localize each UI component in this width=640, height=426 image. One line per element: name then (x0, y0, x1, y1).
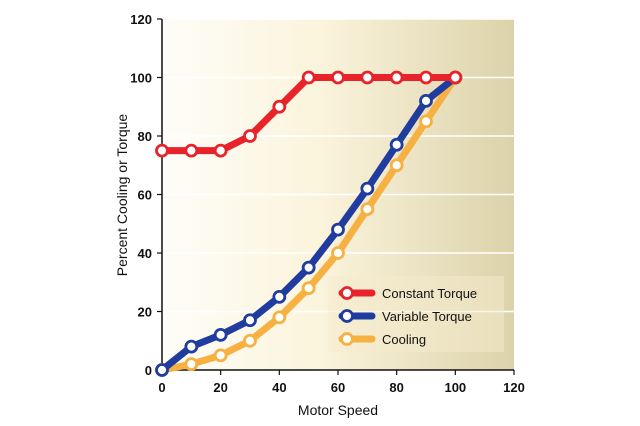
x-tick-label: 60 (331, 380, 345, 395)
data-point-variable-torque (272, 289, 287, 304)
data-point-constant-torque (301, 70, 316, 85)
data-point-variable-torque (301, 260, 316, 275)
x-tick-label: 80 (389, 380, 403, 395)
data-point-constant-torque (331, 70, 345, 85)
legend-item-constant-torque: Constant Torque (338, 286, 477, 301)
series-variable-torque (155, 70, 463, 377)
x-tick-label: 40 (272, 380, 286, 395)
data-point-cooling (272, 310, 287, 325)
data-point-cooling (360, 202, 375, 217)
data-point-constant-torque (360, 70, 375, 85)
data-point-variable-torque (184, 339, 199, 354)
legend-item-variable-torque: Variable Torque (338, 309, 472, 324)
y-tick-label: 0 (145, 363, 152, 378)
data-point-constant-torque (448, 70, 463, 85)
data-point-cooling (389, 158, 404, 173)
data-point-constant-torque (243, 129, 257, 143)
legend-items: Constant Torque Variable Torque Cooling (338, 286, 477, 347)
y-tick-label: 120 (130, 12, 152, 27)
legend-marker (340, 332, 354, 346)
data-point-variable-torque (243, 313, 257, 328)
data-point-variable-torque (331, 222, 345, 237)
y-tick-label: 40 (138, 246, 152, 261)
data-point-variable-torque (389, 137, 404, 152)
x-tick-label: 0 (158, 380, 165, 395)
legend-marker (340, 309, 354, 323)
data-point-variable-torque (419, 94, 433, 108)
data-point-cooling (301, 281, 316, 296)
tick-labels: 0 20 40 60 80 100 120 0 20 40 60 80 100 120 (130, 12, 525, 395)
series-group (155, 70, 463, 377)
x-tick-label: 100 (444, 380, 466, 395)
data-point-variable-torque (360, 181, 375, 196)
data-point-cooling (419, 114, 433, 129)
y-tick-label: 80 (138, 129, 152, 144)
legend-label: Cooling (382, 332, 426, 347)
y-tick-label: 100 (130, 71, 152, 86)
data-point-constant-torque (213, 143, 228, 158)
x-tick-label: 120 (503, 380, 525, 395)
legend-marker (340, 286, 354, 300)
y-axis-title: Percent Cooling or Torque (114, 114, 130, 277)
legend-item-cooling: Cooling (338, 332, 426, 347)
y-tick-label: 20 (138, 305, 152, 320)
data-point-cooling (184, 357, 199, 372)
x-tick-label: 20 (213, 380, 227, 395)
x-axis-title: Motor Speed (298, 402, 378, 418)
data-point-constant-torque (155, 143, 169, 158)
data-point-variable-torque (155, 363, 169, 377)
legend-label: Variable Torque (382, 309, 472, 324)
series-constant-torque (155, 70, 463, 158)
data-point-cooling (331, 246, 345, 260)
data-point-cooling (213, 348, 228, 363)
series-cooling (155, 70, 463, 377)
data-point-constant-torque (272, 99, 287, 114)
data-point-constant-torque (389, 70, 404, 85)
data-point-constant-torque (419, 70, 433, 85)
y-tick-label: 60 (138, 188, 152, 203)
data-point-cooling (243, 333, 257, 348)
legend-label: Constant Torque (382, 286, 477, 301)
data-point-variable-torque (213, 327, 228, 342)
data-point-constant-torque (184, 143, 199, 158)
